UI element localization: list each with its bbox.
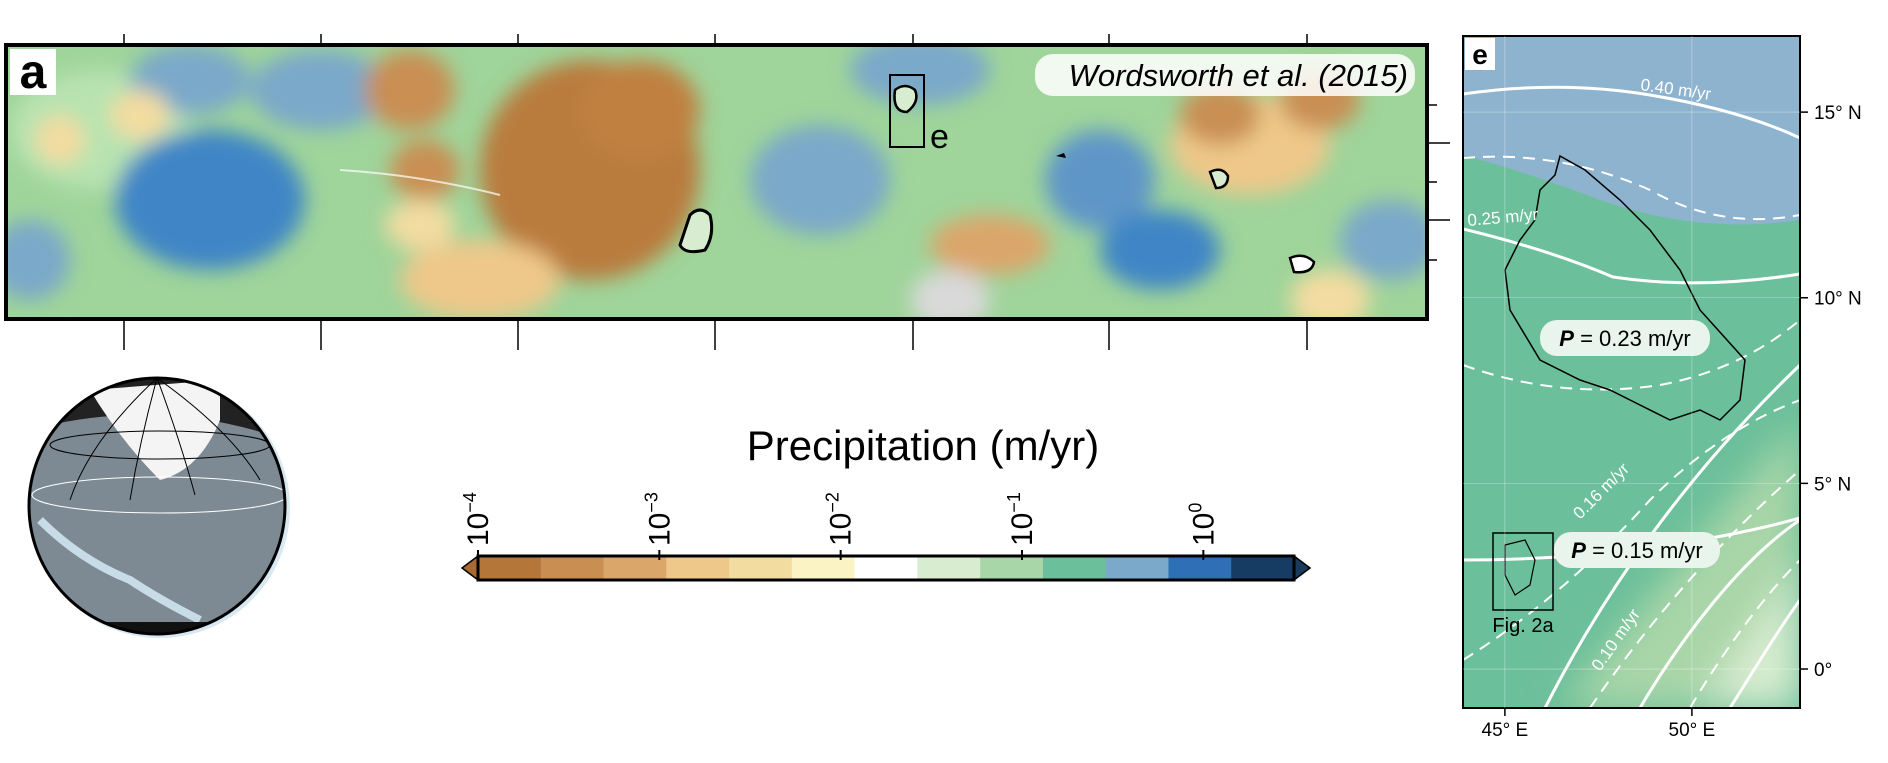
colorbar-segment	[1231, 556, 1295, 580]
colorbar-tick-label: 10−2	[823, 492, 858, 546]
annotation-symbol: P	[1559, 326, 1574, 351]
colorbar-frame	[476, 554, 1296, 582]
tick-base: 10	[1187, 513, 1220, 546]
annotation-text: = 0.23 m/yr	[1574, 326, 1691, 351]
lon-tick-label: 45° E	[1482, 720, 1529, 741]
annotation-box	[1540, 320, 1710, 356]
source-box	[1035, 54, 1415, 96]
panel-label: e	[1472, 39, 1488, 70]
tick-exponent: −3	[641, 492, 661, 513]
colorbar-segment	[666, 556, 730, 580]
annotation-symbol: P	[1571, 538, 1586, 563]
lat-tick-label: 5° N	[1814, 474, 1851, 495]
box-label: Fig. 2a	[1492, 615, 1554, 637]
colorbar-segment	[980, 556, 1044, 580]
panel-a-ticks	[123, 34, 1450, 350]
colorbar-segment	[917, 556, 981, 580]
annotation-text: = 0.15 m/yr	[1586, 538, 1703, 563]
lat-tick-label: 10° N	[1814, 289, 1862, 310]
colorbar-segment	[854, 556, 918, 580]
tick-exponent: −1	[1004, 492, 1024, 513]
tick-exponent: −4	[460, 492, 480, 513]
annotation-box	[1554, 532, 1720, 568]
panel-e-map: 0.40 m/yr 0.25 m/yr 0.16 m/yr 0.10 m/yr …	[1463, 36, 1800, 708]
annotation: P = 0.23 m/yr	[1559, 326, 1690, 351]
lon-tick-label: 50° E	[1669, 720, 1716, 741]
colorbar-segment	[540, 556, 605, 580]
globe	[27, 376, 290, 638]
source-label: Wordsworth et al. (2015)	[1069, 58, 1408, 93]
panel-e-axes: 15° N 10° N 5° N 0° 45° E 50° E	[1463, 36, 1862, 741]
tick-base: 10	[643, 513, 676, 546]
colorbar-tick-label: 10−1	[1004, 492, 1039, 546]
colorbar-segment	[1042, 556, 1107, 580]
colorbar-under	[460, 554, 479, 582]
tick-exponent: 0	[1185, 503, 1205, 513]
colorbar-over	[1293, 554, 1312, 582]
colorbar-tick-label: 100	[1185, 503, 1220, 546]
colorbar-segment	[791, 556, 856, 580]
lat-tick-label: 0°	[1814, 660, 1832, 681]
colorbar-tick-label: 10−4	[460, 492, 495, 546]
panel-e-label-box	[1465, 38, 1495, 70]
tick-base: 10	[1006, 513, 1039, 546]
tick-base: 10	[825, 513, 858, 546]
annotation: P = 0.15 m/yr	[1571, 538, 1702, 563]
panel-a-label-box	[10, 49, 56, 95]
tick-exponent: −2	[823, 492, 843, 513]
panel-e-frame	[1462, 35, 1801, 709]
inset-label: e	[930, 118, 949, 156]
colorbar-title: Precipitation (m/yr)	[747, 422, 1099, 469]
panel-label: a	[20, 46, 47, 99]
colorbar-segment	[729, 556, 793, 580]
colorbar-segment	[603, 556, 667, 580]
lat-tick-label: 15° N	[1814, 103, 1862, 124]
colorbar-tick-label: 10−3	[641, 492, 676, 546]
colorbar-segment	[1168, 556, 1232, 580]
tick-base: 10	[462, 513, 495, 546]
colorbar-segment	[1105, 556, 1169, 580]
colorbar-segment	[478, 556, 542, 580]
inset-box	[889, 74, 925, 148]
